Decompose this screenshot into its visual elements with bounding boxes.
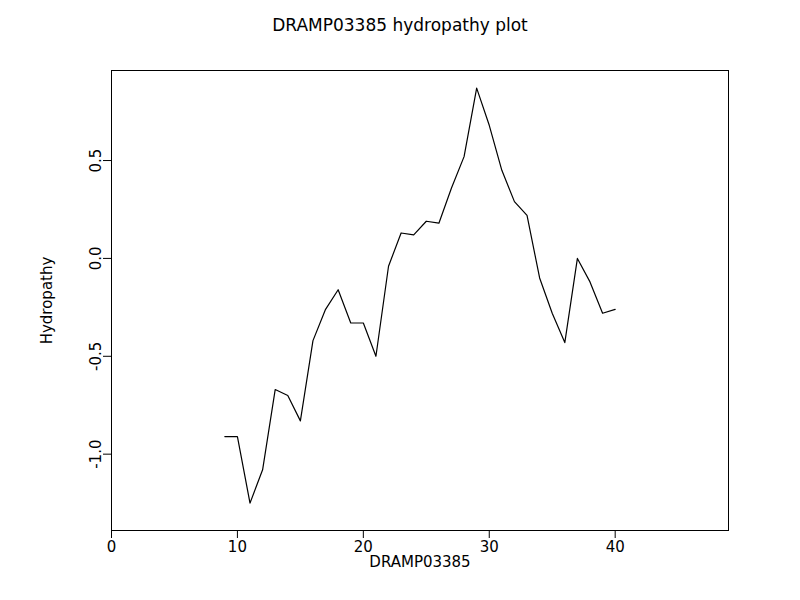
svg-text:DRAMP03385: DRAMP03385 bbox=[369, 553, 470, 571]
html-text:DRAMP03385 hydropathy plot: DRAMP03385 hydropathy plot bbox=[272, 15, 528, 35]
svg-text:-1.0: -1.0 bbox=[87, 440, 105, 469]
svg-text:20: 20 bbox=[353, 538, 373, 557]
svg-text:10: 10 bbox=[228, 538, 247, 556]
svg-text:40: 40 bbox=[606, 538, 625, 556]
svg-text:0.0: 0.0 bbox=[87, 246, 105, 270]
svg-text:-0.5: -0.5 bbox=[87, 342, 105, 371]
svg-text:0: 0 bbox=[107, 538, 117, 556]
svg-text:Hydropathy: Hydropathy bbox=[38, 257, 56, 345]
svg-text:30: 30 bbox=[480, 538, 499, 556]
svg-text:0.5: 0.5 bbox=[87, 149, 105, 173]
